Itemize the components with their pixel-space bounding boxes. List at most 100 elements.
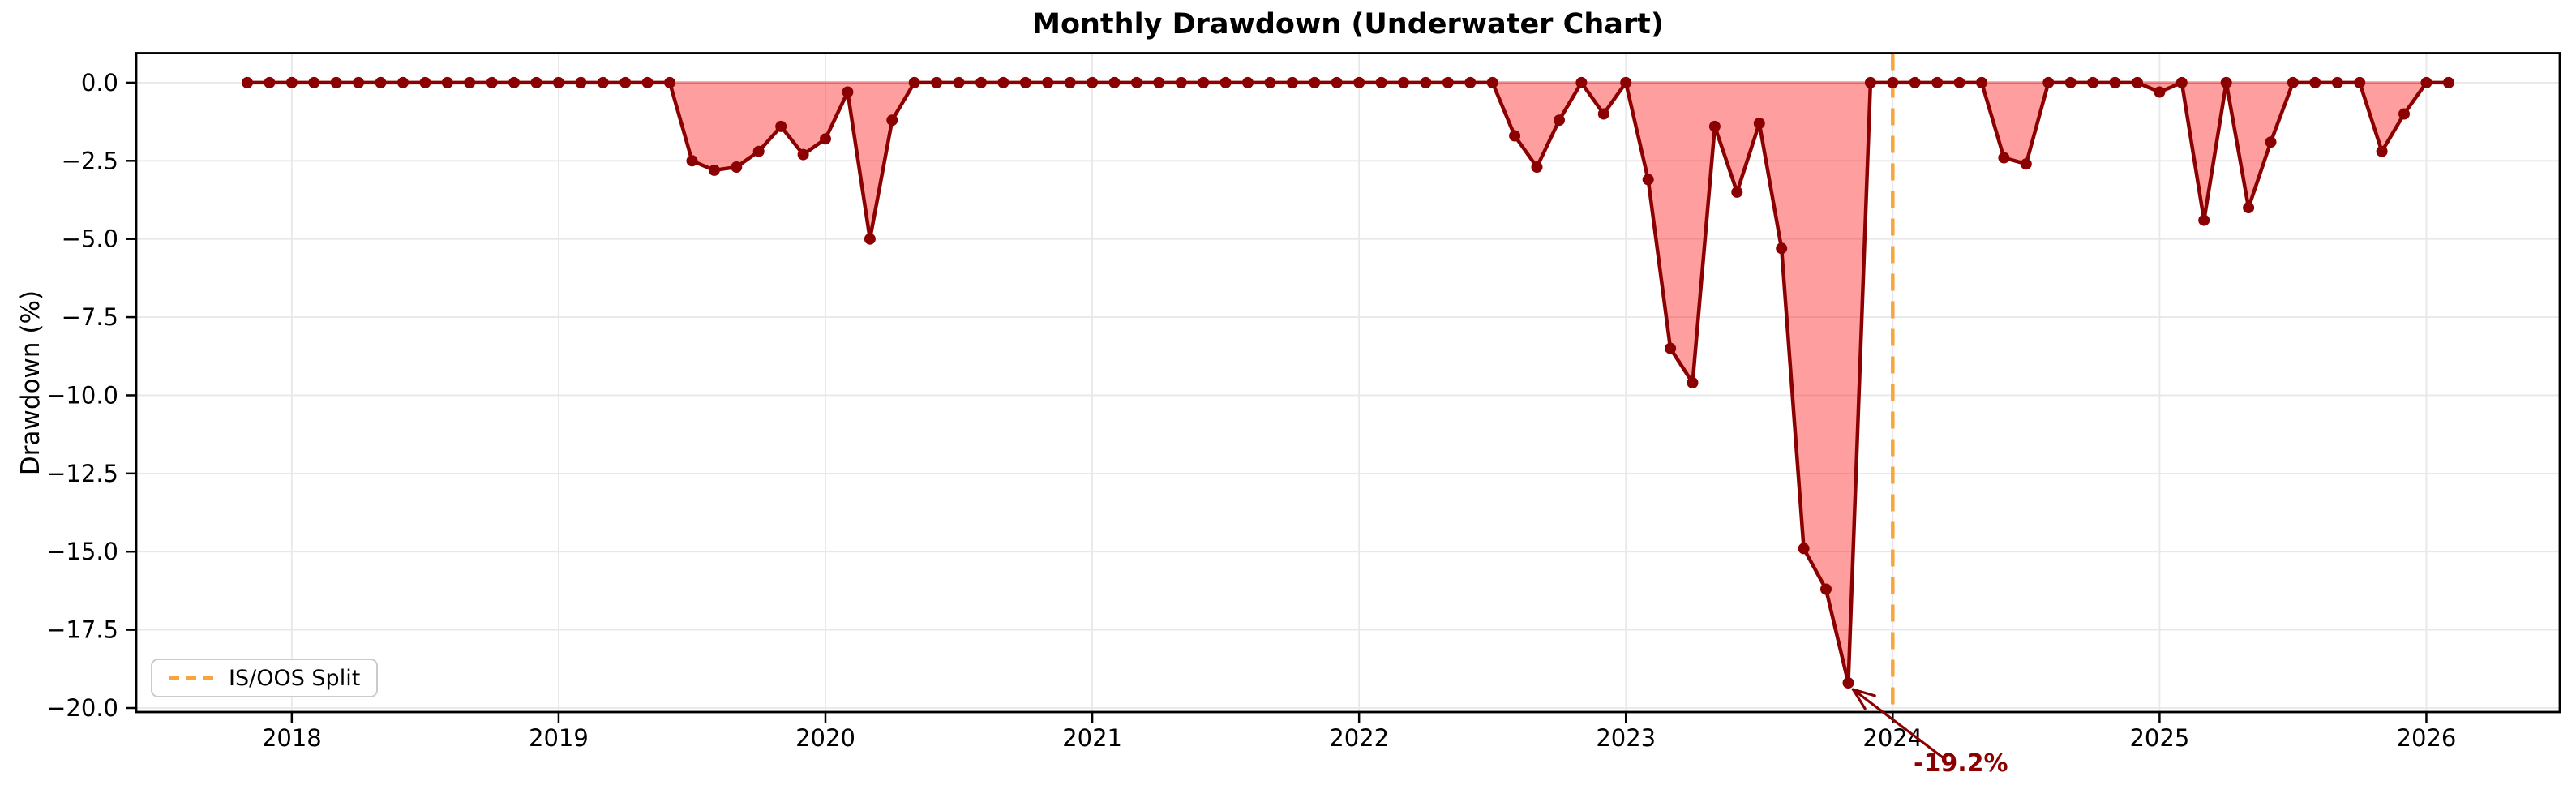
data-point-marker xyxy=(375,76,387,88)
data-point-marker xyxy=(441,76,453,88)
data-point-marker xyxy=(464,76,476,88)
data-point-marker xyxy=(2331,76,2343,88)
data-point-marker xyxy=(708,164,720,176)
data-point-marker xyxy=(1309,76,1321,88)
data-point-marker xyxy=(552,76,564,88)
drawdown-line xyxy=(245,80,2451,685)
y-axis-label: Drawdown (%) xyxy=(16,290,45,476)
y-tick-label: −10.0 xyxy=(46,381,118,409)
y-tick-label: −5.0 xyxy=(62,225,118,253)
data-point-marker xyxy=(953,76,965,88)
data-point-marker xyxy=(1264,76,1276,88)
y-tick-label: −7.5 xyxy=(62,303,118,331)
data-point-marker xyxy=(419,76,431,88)
data-point-marker xyxy=(486,76,498,88)
data-point-marker xyxy=(1531,161,1543,173)
x-tick-label: 2018 xyxy=(262,724,322,752)
data-point-marker xyxy=(2265,136,2277,148)
data-point-marker xyxy=(1042,76,1054,88)
data-point-marker xyxy=(2175,76,2188,88)
data-point-marker xyxy=(1731,186,1743,198)
split-line-legend-swatch xyxy=(169,676,216,680)
data-point-marker xyxy=(1620,76,1632,88)
data-point-marker xyxy=(1331,76,1343,88)
data-point-marker xyxy=(864,233,876,245)
x-tick-label: 2025 xyxy=(2129,724,2189,752)
data-point-marker xyxy=(353,76,365,88)
min-drawdown-annotation: -19.2% xyxy=(1914,749,2008,778)
data-point-marker xyxy=(2042,76,2055,88)
y-tick-label: −2.5 xyxy=(62,147,118,174)
x-tick-label: 2023 xyxy=(1596,724,1656,752)
data-point-marker xyxy=(530,76,542,88)
data-point-marker xyxy=(664,76,675,88)
data-point-marker xyxy=(752,145,765,157)
data-point-marker xyxy=(1798,543,1810,555)
data-point-marker xyxy=(775,120,787,132)
data-point-marker xyxy=(1175,76,1187,88)
data-point-marker xyxy=(397,76,409,88)
x-tick-label: 2021 xyxy=(1062,724,1122,752)
data-point-marker xyxy=(975,76,987,88)
data-point-marker xyxy=(1130,76,1142,88)
data-point-marker xyxy=(2109,76,2121,88)
data-point-marker xyxy=(264,76,276,88)
data-point-marker xyxy=(1753,118,1765,130)
data-point-marker xyxy=(330,76,342,88)
data-point-marker xyxy=(2087,76,2099,88)
data-point-marker xyxy=(641,76,654,88)
y-tick-label: −15.0 xyxy=(46,538,118,565)
data-point-marker xyxy=(2420,76,2432,88)
y-tick-label: 0.0 xyxy=(81,69,118,97)
data-point-marker xyxy=(575,76,587,88)
data-point-marker xyxy=(597,76,609,88)
data-point-marker xyxy=(1464,76,1477,88)
data-point-marker xyxy=(1842,677,1854,689)
data-point-marker xyxy=(931,76,943,88)
data-point-marker xyxy=(2287,76,2299,88)
data-point-marker xyxy=(2020,158,2032,170)
data-point-marker xyxy=(1976,76,1987,88)
data-point-marker xyxy=(1776,242,1788,255)
data-point-marker xyxy=(2064,76,2077,88)
data-point-marker xyxy=(1420,76,1432,88)
data-point-marker xyxy=(1931,76,1944,88)
axes-spines xyxy=(135,52,2561,714)
data-point-marker xyxy=(1219,76,1232,88)
x-tick-label: 2019 xyxy=(529,724,589,752)
chart-title: Monthly Drawdown (Underwater Chart) xyxy=(1032,8,1664,41)
data-point-marker xyxy=(997,76,1009,88)
data-point-marker xyxy=(2354,76,2366,88)
y-tick-label: −20.0 xyxy=(46,694,118,722)
data-point-marker xyxy=(1375,76,1387,88)
data-point-marker xyxy=(1153,76,1165,88)
data-point-marker xyxy=(1575,76,1588,88)
data-point-marker xyxy=(1108,76,1121,88)
drawdown-fill-area xyxy=(247,82,2449,684)
data-point-marker xyxy=(1909,76,1921,88)
data-point-marker xyxy=(1064,76,1076,88)
data-point-marker xyxy=(1642,174,1654,186)
data-point-marker xyxy=(1442,76,1454,88)
data-point-marker xyxy=(1864,76,1876,88)
data-point-marker xyxy=(1198,76,1210,88)
data-point-marker xyxy=(820,133,831,145)
data-point-marker xyxy=(1486,76,1498,88)
data-point-marker xyxy=(1019,76,1031,88)
x-tick-label: 2020 xyxy=(795,724,855,752)
data-point-marker xyxy=(1597,108,1609,120)
data-point-marker xyxy=(1398,76,1409,88)
x-tick-label: 2022 xyxy=(1329,724,1389,752)
data-point-marker xyxy=(1242,76,1254,88)
data-point-marker xyxy=(1998,152,2010,164)
data-point-marker xyxy=(1708,120,1721,132)
data-point-marker xyxy=(1887,76,1899,88)
data-point-marker xyxy=(2398,108,2410,120)
annotation-arrow-head xyxy=(1851,688,1867,710)
data-point-marker xyxy=(2154,86,2166,98)
data-point-marker xyxy=(1509,130,1521,142)
data-point-marker xyxy=(1087,76,1099,88)
data-point-marker xyxy=(508,76,521,88)
